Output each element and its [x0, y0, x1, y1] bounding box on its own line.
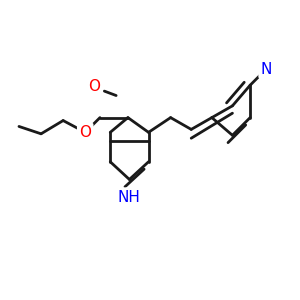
Text: N: N: [261, 61, 272, 76]
Text: O: O: [88, 79, 100, 94]
Text: O: O: [79, 125, 91, 140]
Text: NH: NH: [118, 190, 141, 205]
